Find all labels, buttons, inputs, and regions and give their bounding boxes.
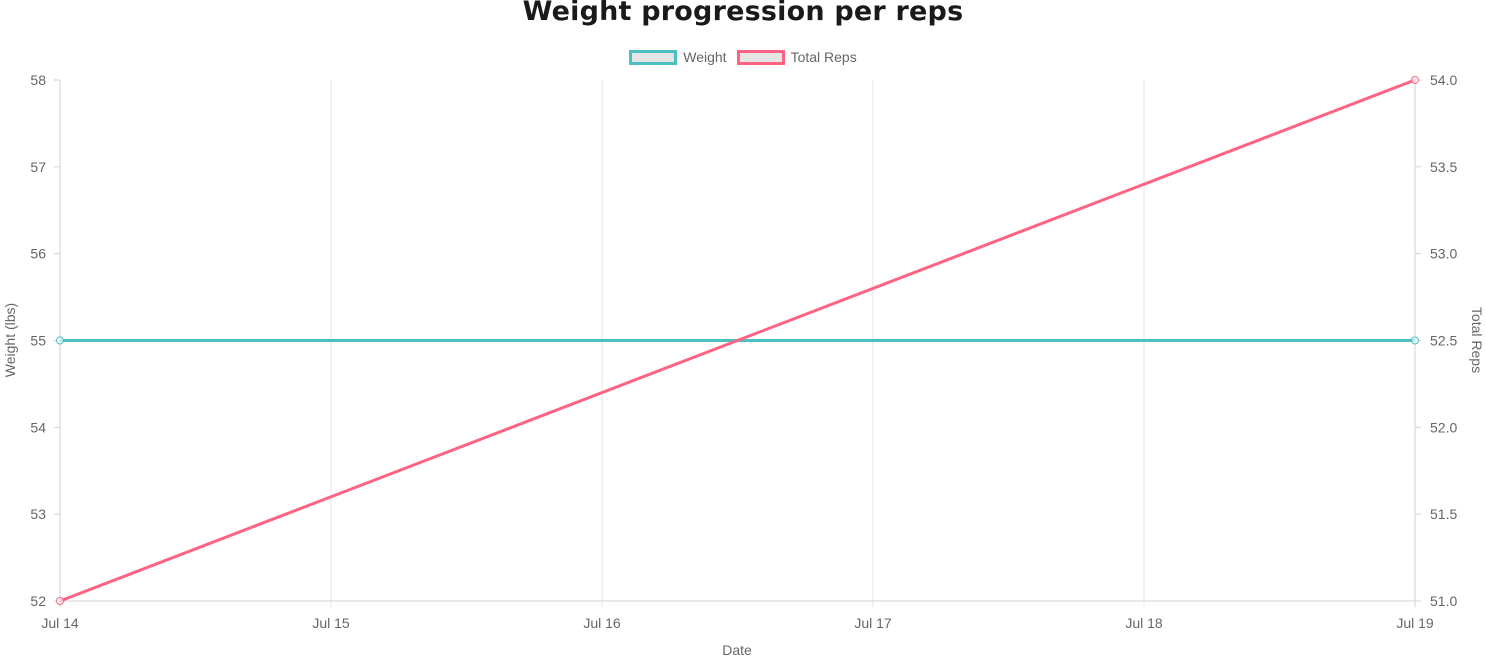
x-axis-title: Date: [722, 642, 752, 658]
x-tick-label: Jul 14: [41, 615, 79, 631]
y-left-tick-label: 53: [30, 506, 46, 522]
series-point-weight[interactable]: [1411, 336, 1419, 345]
y-left-tick-label: 57: [30, 159, 46, 175]
y-right-tick-label: 52.5: [1430, 333, 1457, 349]
series-point-weight[interactable]: [56, 336, 64, 345]
x-tick-label: Jul 16: [583, 615, 621, 631]
y-left-tick-label: 55: [30, 333, 46, 349]
series-point-total-reps[interactable]: [1411, 76, 1419, 84]
y-right-tick-label: 53.5: [1430, 159, 1457, 175]
legend-swatch-weight: [629, 49, 678, 65]
y-left-tick-label: 52: [30, 593, 46, 609]
y-right-tick-label: 51.5: [1430, 506, 1457, 522]
y-right-tick-label: 53.0: [1430, 246, 1457, 262]
y-left-ticks: 58 57 56 55 54 53 52: [30, 72, 60, 609]
series-line-total-reps: [59, 78, 1416, 603]
legend-label-weight: Weight: [683, 49, 727, 65]
y-right-tick-label: 52.0: [1430, 419, 1457, 435]
legend-item-total-reps[interactable]: Total Reps: [736, 49, 857, 65]
chart-title: Weight progression per reps: [522, 0, 964, 27]
x-tick-label: Jul 17: [854, 615, 892, 631]
x-tick-label: Jul 19: [1396, 615, 1434, 631]
axes: [54, 80, 1421, 607]
y-right-ticks: 54.0 53.5 53.0 52.5 52.0 51.5 51.0: [1415, 72, 1457, 609]
x-ticks: Jul 14 Jul 15 Jul 16 Jul 17 Jul 18 Jul 19: [41, 615, 1434, 631]
x-tick-label: Jul 15: [312, 615, 350, 631]
y-left-axis-title: Weight (lbs): [2, 303, 18, 377]
legend-label-total-reps: Total Reps: [790, 49, 857, 65]
series: [56, 76, 1419, 605]
y-right-tick-label: 51.0: [1430, 593, 1457, 609]
y-left-tick-label: 54: [30, 419, 46, 435]
legend-swatch-total-reps: [736, 49, 785, 65]
series-point-total-reps[interactable]: [56, 597, 64, 605]
y-right-tick-label: 54.0: [1430, 72, 1457, 88]
legend: Weight Total Reps: [0, 49, 1486, 65]
y-left-tick-label: 56: [30, 246, 46, 262]
legend-item-weight[interactable]: Weight: [629, 49, 727, 65]
y-left-tick-label: 58: [30, 72, 46, 88]
x-tick-label: Jul 18: [1125, 615, 1163, 631]
y-right-axis-title: Total Reps: [1469, 307, 1485, 373]
